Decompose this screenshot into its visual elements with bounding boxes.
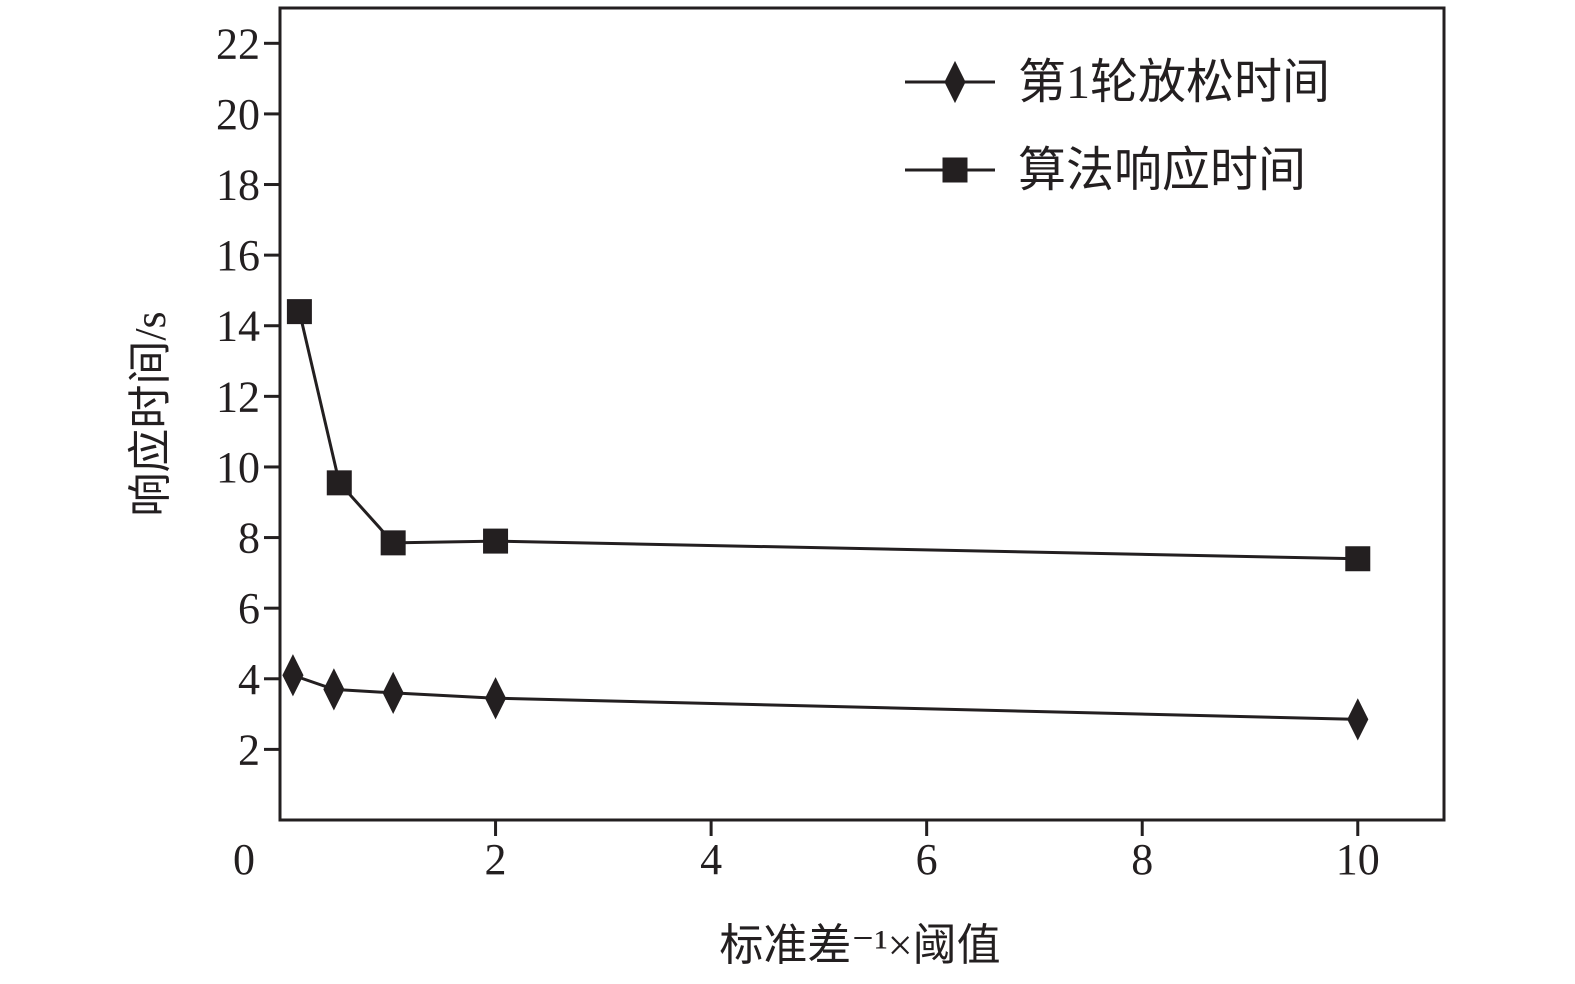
legend-item-1: 第1轮放松时间 <box>905 56 1330 109</box>
series-2 <box>286 299 1371 572</box>
series-layer <box>282 299 1371 741</box>
legend-diamond-marker <box>944 60 966 104</box>
plot-frame <box>278 6 1446 822</box>
x-axis: 0 2 4 6 8 10 <box>233 820 1380 884</box>
square-point <box>326 470 352 496</box>
diamond-point <box>382 671 404 715</box>
y-tick-label: 22 <box>216 19 260 68</box>
y-axis-label: 响应时间/s <box>126 311 175 516</box>
square-point <box>286 299 312 325</box>
series-line <box>297 311 1358 561</box>
x-tick-label: 10 <box>1336 835 1380 884</box>
x-tick-label: 8 <box>1131 835 1153 884</box>
y-tick-label: 10 <box>216 443 260 492</box>
diamond-point <box>1347 698 1369 741</box>
square-point <box>1345 546 1371 572</box>
square-point <box>483 528 509 554</box>
y-tick-label: 4 <box>238 655 260 704</box>
y-axis: 2 4 6 8 10 12 14 16 18 20 22 <box>216 19 280 774</box>
x-axis-label: 标准差⁻¹×阈值 <box>719 921 1000 970</box>
series-1 <box>282 654 1369 741</box>
legend-label: 算法响应时间 <box>1018 144 1306 197</box>
y-tick-label: 6 <box>238 584 260 633</box>
diamond-point <box>282 654 304 697</box>
x-tick-label: 0 <box>233 835 255 884</box>
x-tick-label: 2 <box>485 835 507 884</box>
x-tick-label: 6 <box>916 835 938 884</box>
legend-label: 第1轮放松时间 <box>1018 56 1330 109</box>
legend-item-2: 算法响应时间 <box>905 144 1306 197</box>
y-tick-label: 18 <box>216 161 260 210</box>
y-tick-label: 12 <box>216 372 260 421</box>
x-tick-label: 4 <box>700 835 722 884</box>
y-tick-label: 2 <box>238 725 260 774</box>
series-line <box>292 673 1358 721</box>
y-tick-label: 14 <box>216 302 260 351</box>
diamond-point <box>484 677 507 720</box>
y-tick-label: 16 <box>216 231 260 280</box>
diamond-point <box>323 668 345 711</box>
y-tick-label: 8 <box>238 514 260 563</box>
legend-square-marker <box>942 157 968 183</box>
y-tick-label: 20 <box>216 90 260 139</box>
square-point <box>380 530 406 556</box>
